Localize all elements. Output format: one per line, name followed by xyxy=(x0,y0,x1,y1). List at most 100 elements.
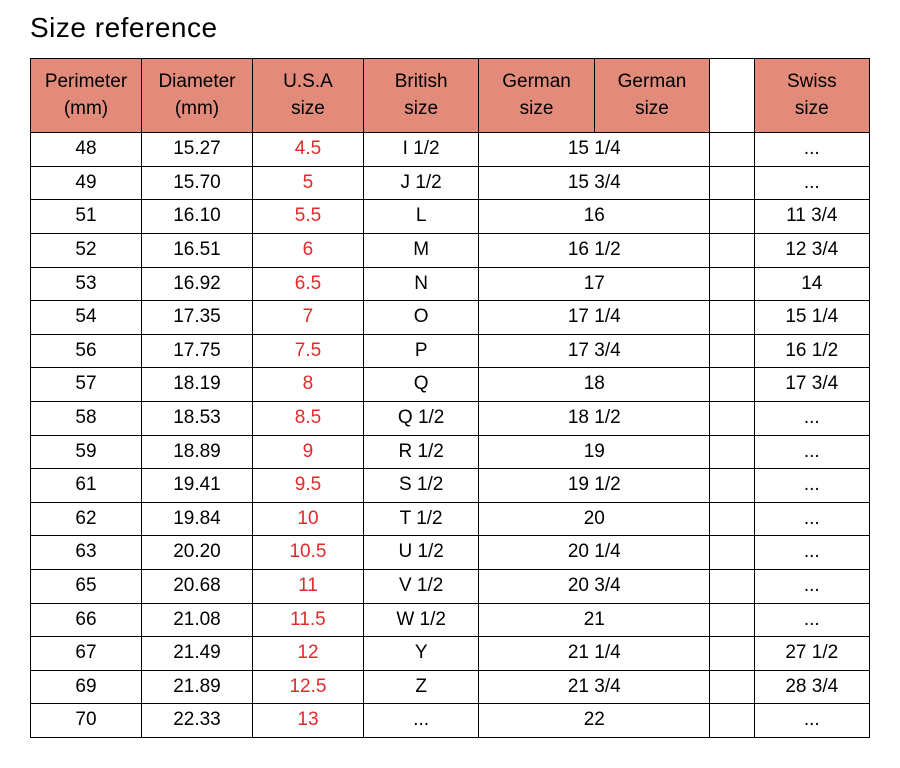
cell-swiss: ... xyxy=(754,569,869,603)
cell-swiss: ... xyxy=(754,603,869,637)
cell-british: O xyxy=(363,301,478,335)
cell-perimeter: 51 xyxy=(31,200,142,234)
col-german-2: Germansize xyxy=(594,59,709,133)
cell-british: L xyxy=(363,200,478,234)
col-swiss: Swisssize xyxy=(754,59,869,133)
table-row: 5417.357O17 1/415 1/4 xyxy=(31,301,870,335)
table-body: 4815.274.5I 1/215 1/4...4915.705J 1/215 … xyxy=(31,133,870,738)
cell-perimeter: 61 xyxy=(31,469,142,503)
cell-british: N xyxy=(363,267,478,301)
cell-german: 22 xyxy=(479,704,710,738)
cell-diameter: 18.89 xyxy=(141,435,252,469)
cell-diameter: 15.70 xyxy=(141,166,252,200)
cell-british: J 1/2 xyxy=(363,166,478,200)
cell-perimeter: 56 xyxy=(31,334,142,368)
col-perimeter: Perimeter(mm) xyxy=(31,59,142,133)
table-row: 6219.8410T 1/220... xyxy=(31,502,870,536)
cell-british: ... xyxy=(363,704,478,738)
col-british: Britishsize xyxy=(363,59,478,133)
cell-usa: 7.5 xyxy=(252,334,363,368)
cell-german: 19 1/2 xyxy=(479,469,710,503)
cell-spacer xyxy=(710,334,754,368)
cell-spacer xyxy=(710,670,754,704)
cell-usa: 9 xyxy=(252,435,363,469)
cell-swiss: 12 3/4 xyxy=(754,233,869,267)
cell-diameter: 18.19 xyxy=(141,368,252,402)
table-row: 6520.6811V 1/220 3/4... xyxy=(31,569,870,603)
cell-spacer xyxy=(710,502,754,536)
cell-usa: 8.5 xyxy=(252,401,363,435)
cell-german: 15 3/4 xyxy=(479,166,710,200)
cell-swiss: ... xyxy=(754,435,869,469)
cell-diameter: 17.75 xyxy=(141,334,252,368)
cell-british: Q 1/2 xyxy=(363,401,478,435)
cell-perimeter: 63 xyxy=(31,536,142,570)
table-row: 5316.926.5N1714 xyxy=(31,267,870,301)
size-reference-table: Perimeter(mm) Diameter(mm) U.S.Asize Bri… xyxy=(30,58,870,738)
cell-british: R 1/2 xyxy=(363,435,478,469)
cell-swiss: ... xyxy=(754,704,869,738)
cell-german: 17 3/4 xyxy=(479,334,710,368)
cell-german: 15 1/4 xyxy=(479,133,710,167)
cell-usa: 5.5 xyxy=(252,200,363,234)
cell-spacer xyxy=(710,603,754,637)
cell-diameter: 21.89 xyxy=(141,670,252,704)
page-title: Size reference xyxy=(30,12,870,44)
cell-british: Z xyxy=(363,670,478,704)
cell-swiss: 11 3/4 xyxy=(754,200,869,234)
cell-swiss: ... xyxy=(754,536,869,570)
cell-usa: 5 xyxy=(252,166,363,200)
cell-spacer xyxy=(710,536,754,570)
table-row: 4815.274.5I 1/215 1/4... xyxy=(31,133,870,167)
cell-british: V 1/2 xyxy=(363,569,478,603)
cell-german: 17 1/4 xyxy=(479,301,710,335)
col-usa: U.S.Asize xyxy=(252,59,363,133)
cell-swiss: 27 1/2 xyxy=(754,637,869,671)
cell-perimeter: 70 xyxy=(31,704,142,738)
cell-perimeter: 67 xyxy=(31,637,142,671)
cell-spacer xyxy=(710,133,754,167)
cell-diameter: 20.20 xyxy=(141,536,252,570)
cell-usa: 4.5 xyxy=(252,133,363,167)
cell-german: 18 1/2 xyxy=(479,401,710,435)
cell-swiss: ... xyxy=(754,469,869,503)
cell-perimeter: 57 xyxy=(31,368,142,402)
cell-usa: 11.5 xyxy=(252,603,363,637)
cell-german: 16 xyxy=(479,200,710,234)
cell-german: 20 3/4 xyxy=(479,569,710,603)
cell-swiss: ... xyxy=(754,166,869,200)
cell-spacer xyxy=(710,200,754,234)
cell-spacer xyxy=(710,569,754,603)
table-row: 5216.516M16 1/212 3/4 xyxy=(31,233,870,267)
table-row: 5818.538.5Q 1/218 1/2... xyxy=(31,401,870,435)
cell-usa: 12.5 xyxy=(252,670,363,704)
cell-perimeter: 58 xyxy=(31,401,142,435)
table-row: 4915.705J 1/215 3/4... xyxy=(31,166,870,200)
cell-usa: 11 xyxy=(252,569,363,603)
table-row: 5116.105.5L1611 3/4 xyxy=(31,200,870,234)
cell-usa: 12 xyxy=(252,637,363,671)
cell-german: 19 xyxy=(479,435,710,469)
cell-usa: 6.5 xyxy=(252,267,363,301)
cell-usa: 7 xyxy=(252,301,363,335)
cell-usa: 8 xyxy=(252,368,363,402)
cell-perimeter: 48 xyxy=(31,133,142,167)
cell-german: 18 xyxy=(479,368,710,402)
cell-diameter: 16.92 xyxy=(141,267,252,301)
cell-spacer xyxy=(710,166,754,200)
cell-swiss: 15 1/4 xyxy=(754,301,869,335)
table-row: 6921.8912.5Z21 3/428 3/4 xyxy=(31,670,870,704)
col-diameter: Diameter(mm) xyxy=(141,59,252,133)
cell-usa: 13 xyxy=(252,704,363,738)
cell-perimeter: 54 xyxy=(31,301,142,335)
cell-diameter: 16.51 xyxy=(141,233,252,267)
cell-spacer xyxy=(710,233,754,267)
cell-swiss: 16 1/2 xyxy=(754,334,869,368)
cell-perimeter: 52 xyxy=(31,233,142,267)
cell-diameter: 20.68 xyxy=(141,569,252,603)
cell-diameter: 18.53 xyxy=(141,401,252,435)
cell-swiss: 17 3/4 xyxy=(754,368,869,402)
cell-perimeter: 53 xyxy=(31,267,142,301)
cell-german: 21 3/4 xyxy=(479,670,710,704)
cell-spacer xyxy=(710,435,754,469)
